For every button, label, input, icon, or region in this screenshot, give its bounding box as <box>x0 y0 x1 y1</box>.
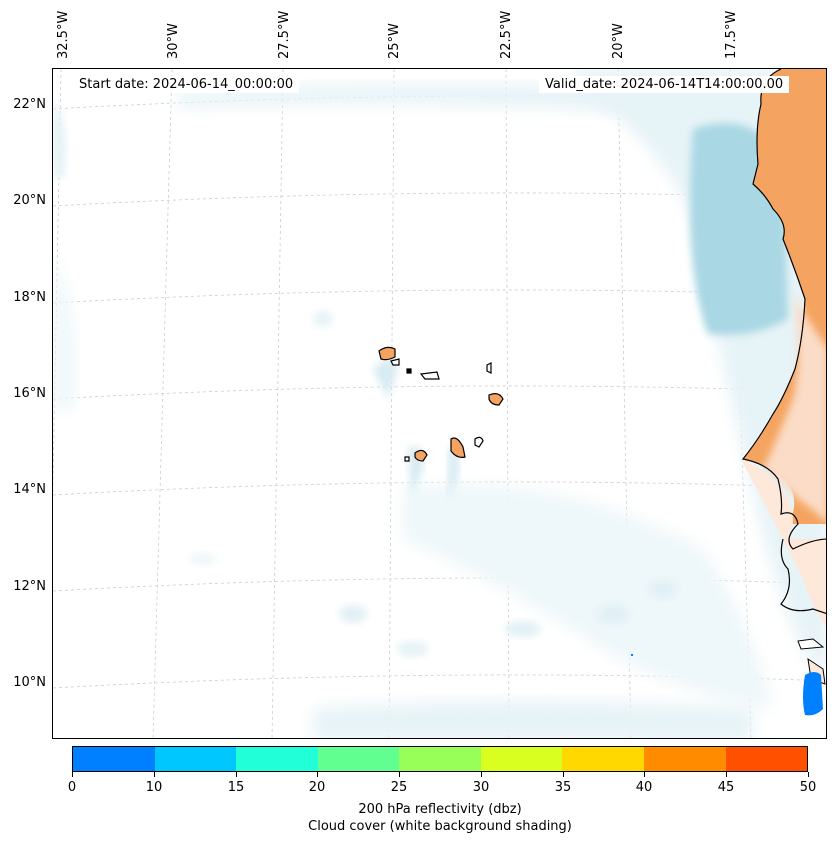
colorbar-segment <box>317 747 400 771</box>
colorbar-tick-label: 30 <box>472 780 490 795</box>
colorbar-tick-label: 35 <box>554 780 572 795</box>
colorbar-tick <box>72 772 73 777</box>
lat-label-20n: 20°N <box>13 193 46 208</box>
colorbar-tick <box>726 772 727 777</box>
colorbar-segment <box>562 747 644 771</box>
lat-label-10n: 10°N <box>13 675 46 690</box>
colorbar-segment <box>154 747 237 771</box>
colorbar-tick-label: 50 <box>799 780 817 795</box>
colorbar-tick <box>154 772 155 777</box>
colorbar-sublabel: Cloud cover (white background shading) <box>308 819 572 834</box>
colorbar-tick-label: 25 <box>390 780 408 795</box>
lat-label-18n: 18°N <box>13 290 46 305</box>
reflectivity-echo <box>631 654 823 716</box>
colorbar-tick <box>481 772 482 777</box>
colorbar <box>72 746 808 772</box>
cloud-cover-shading <box>53 69 826 738</box>
lon-label-27-5w: 27.5°W <box>277 10 292 59</box>
lon-label-32-5w: 32.5°W <box>56 10 71 59</box>
lon-label-20w: 20°W <box>611 23 626 59</box>
colorbar-segment <box>725 747 808 771</box>
colorbar-tick <box>644 772 645 777</box>
lon-label-17-5w: 17.5°W <box>724 10 739 59</box>
colorbar-tick-label: 10 <box>145 780 163 795</box>
lon-label-25w: 25°W <box>387 23 402 59</box>
colorbar-segment <box>236 747 318 771</box>
lon-label-22-5w: 22.5°W <box>499 10 514 59</box>
colorbar-tick <box>317 772 318 777</box>
colorbar-tick <box>399 772 400 777</box>
cape-verde-islands <box>378 346 504 462</box>
map-panel[interactable] <box>52 68 827 739</box>
africa-landmass <box>741 69 826 685</box>
colorbar-tick-label: 20 <box>308 780 326 795</box>
map-canvas <box>53 69 826 738</box>
colorbar-tick-label: 45 <box>717 780 735 795</box>
colorbar-label: 200 hPa reflectivity (dbz) <box>358 802 522 817</box>
colorbar-segment <box>399 747 481 771</box>
valid-date-label: Valid_date: 2024-06-14T14:00:00.00 <box>539 76 790 93</box>
colorbar-tick <box>236 772 237 777</box>
colorbar-segment <box>73 747 155 771</box>
lat-label-16n: 16°N <box>13 386 46 401</box>
lat-label-22n: 22°N <box>13 97 46 112</box>
colorbar-segment <box>643 747 726 771</box>
colorbar-tick <box>563 772 564 777</box>
colorbar-tick-label: 15 <box>227 780 245 795</box>
start-date-label: Start date: 2024-06-14_00:00:00 <box>73 76 300 93</box>
colorbar-segment <box>480 747 563 771</box>
lon-label-30w: 30°W <box>166 23 181 59</box>
colorbar-tick-label: 0 <box>67 780 77 795</box>
colorbar-tick <box>808 772 809 777</box>
colorbar-tick-label: 40 <box>635 780 653 795</box>
lat-label-14n: 14°N <box>13 482 46 497</box>
lat-label-12n: 12°N <box>13 579 46 594</box>
